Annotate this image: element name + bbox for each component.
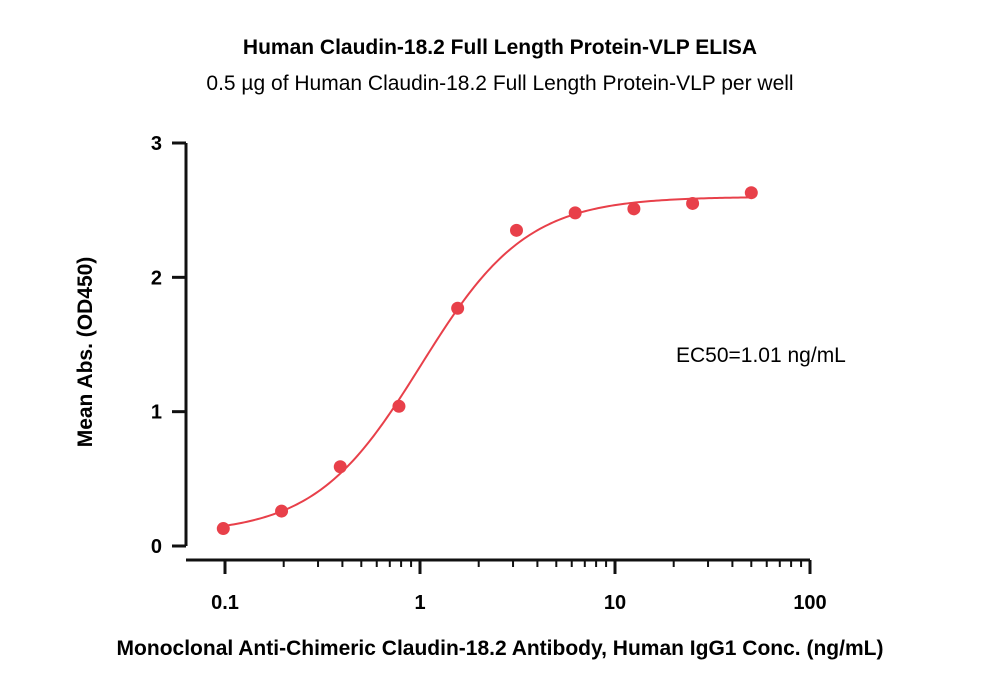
x-tick-label: 0.1 [211,592,239,614]
data-point [392,399,406,413]
y-tick-label: 0 [151,536,162,558]
x-axis: 0.1 1 10 100 [186,558,827,614]
data-point [627,202,641,216]
y-tick-label: 2 [151,267,162,289]
data-point [686,196,700,210]
y-axis: 0 1 2 3 [151,133,188,558]
data-point [216,522,230,536]
y-axis-label: Mean Abs. (OD450) [74,257,97,448]
fit-curve [223,196,752,528]
chart-title: Human Claudin-18.2 Full Length Protein-V… [243,36,757,59]
fit-curve-layer [223,196,752,528]
data-points-layer [216,186,758,536]
x-axis-label: Monoclonal Anti-Chimeric Claudin-18.2 An… [117,637,884,660]
chart-subtitle: 0.5 µg of Human Claudin-18.2 Full Length… [206,72,793,95]
data-point [568,206,582,220]
y-tick-label: 3 [151,133,162,155]
data-point [333,460,347,474]
data-point [744,186,758,200]
x-tick-label: 1 [414,592,425,614]
data-point [451,301,465,315]
ec50-annotation: EC50=1.01 ng/mL [676,344,846,367]
data-point [275,504,289,518]
y-tick-label: 1 [151,402,162,424]
data-point [509,223,523,237]
x-tick-label: 100 [793,592,826,614]
x-tick-label: 10 [604,592,626,614]
